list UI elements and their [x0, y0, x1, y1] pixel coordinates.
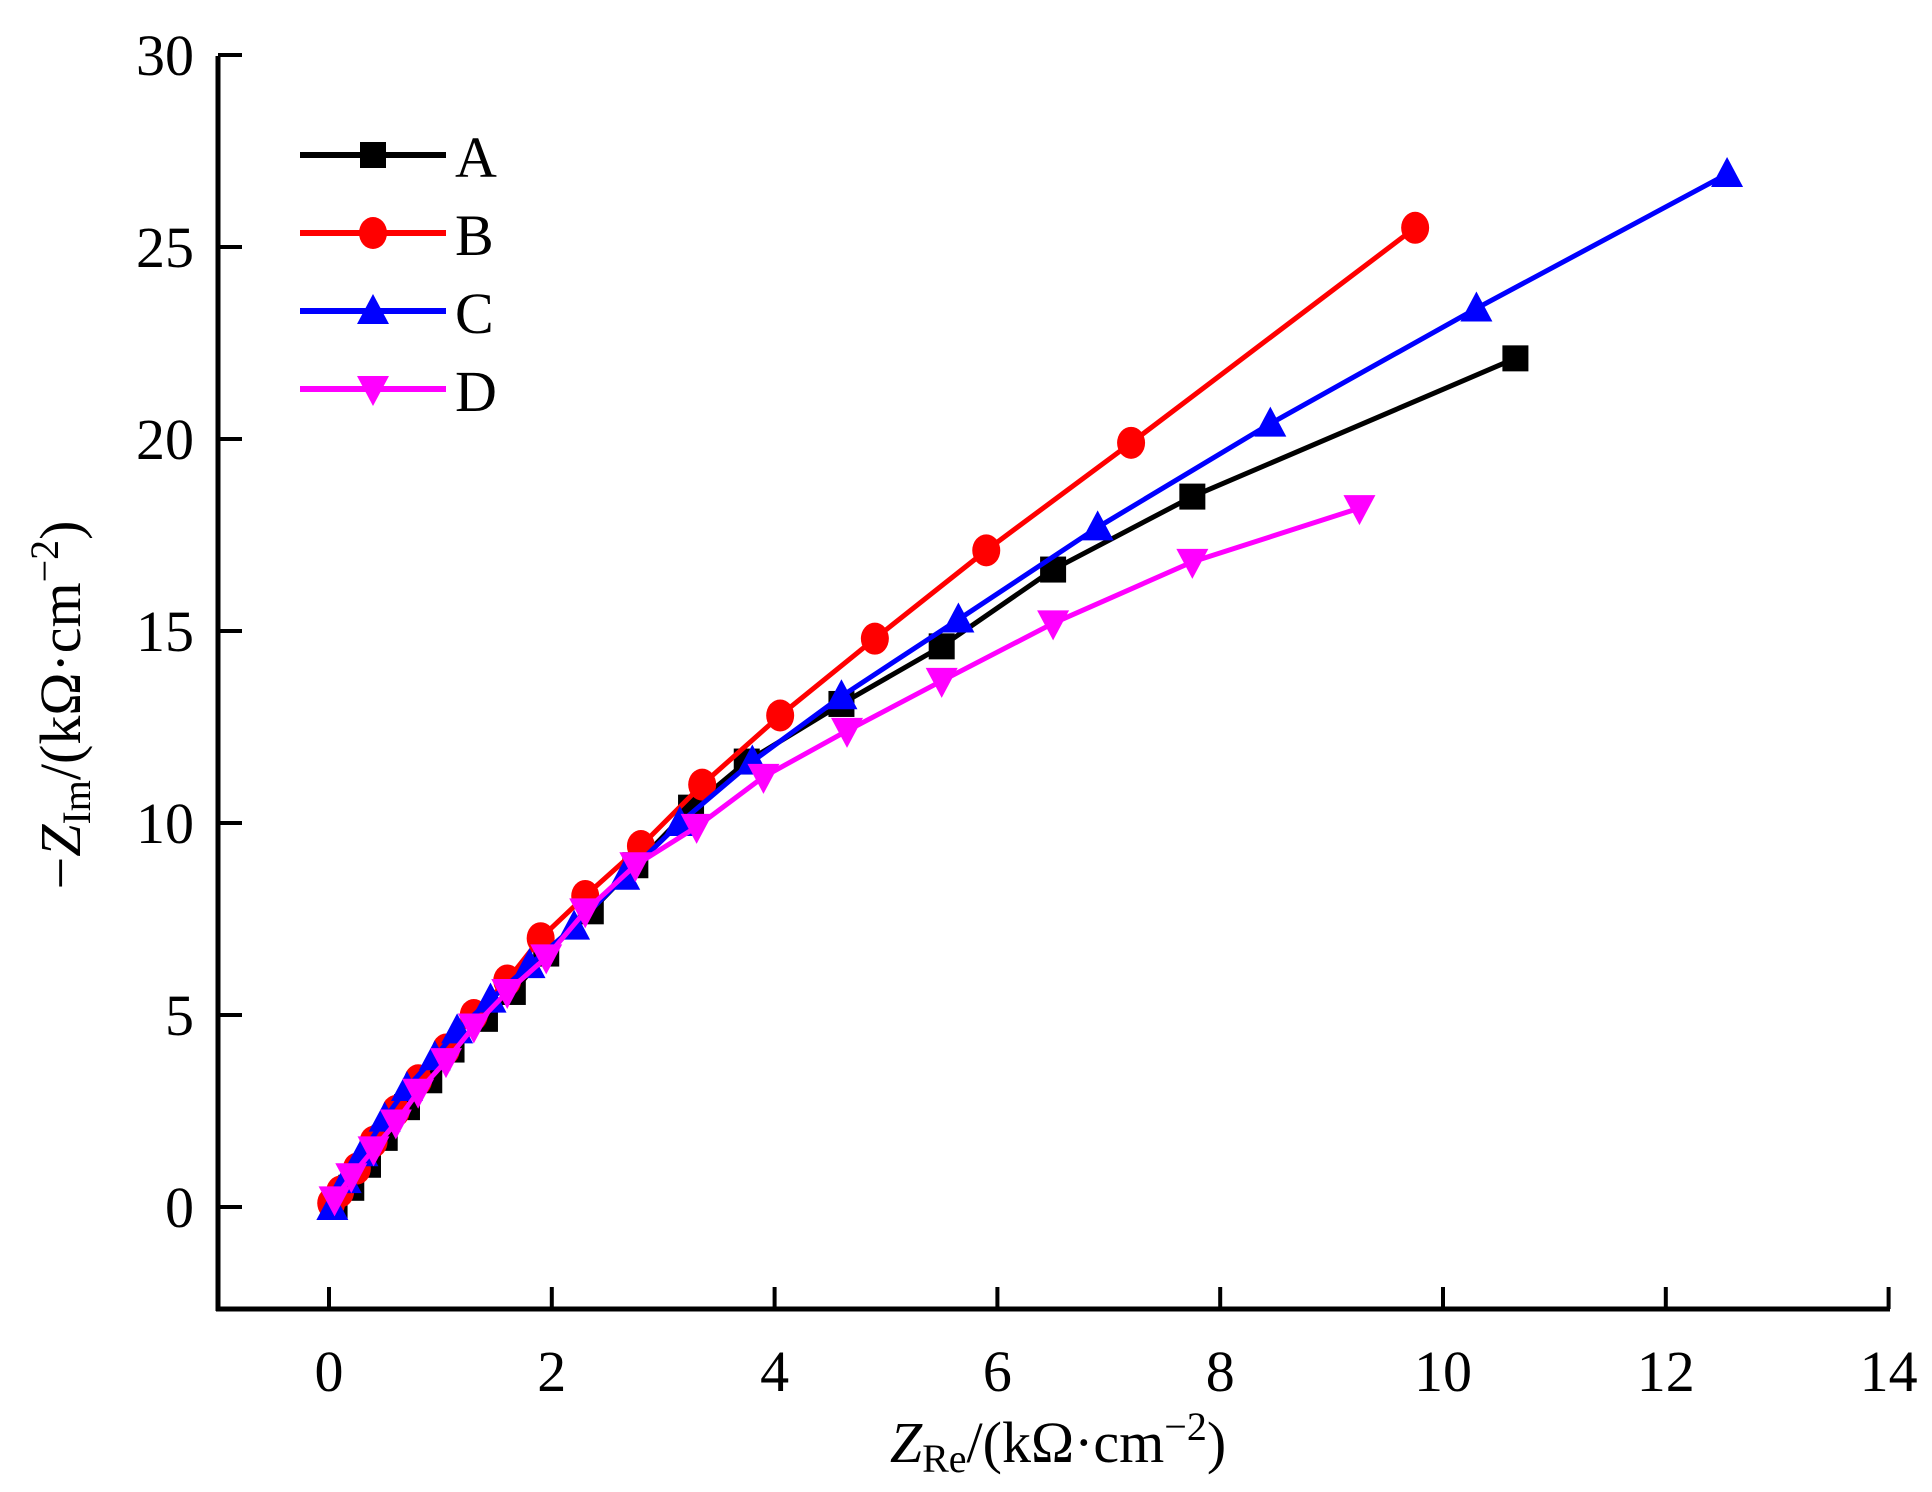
- legend-item-D: D: [300, 359, 497, 424]
- data-point-D: [831, 717, 864, 748]
- data-point-B: [766, 699, 795, 732]
- y-tick-label: 30: [136, 23, 194, 88]
- y-tick-label: 5: [165, 983, 194, 1048]
- data-point-D: [335, 1163, 368, 1194]
- data-point-C: [1711, 157, 1744, 188]
- series-line-D: [332, 505, 1361, 1201]
- x-title-close: ): [1207, 1410, 1226, 1475]
- legend-label: C: [455, 281, 494, 346]
- x-title-sup: −2: [1164, 1404, 1207, 1449]
- y-tick-label: 0: [165, 1175, 194, 1240]
- x-tick-label: 0: [315, 1339, 344, 1404]
- data-point-B: [860, 622, 889, 655]
- data-point-B: [1401, 211, 1430, 244]
- data-point-C: [1254, 406, 1287, 437]
- x-tick-label: 2: [537, 1339, 566, 1404]
- data-point-D: [530, 944, 563, 975]
- y-tick-label: 15: [136, 599, 194, 664]
- data-point-A: [1502, 345, 1529, 372]
- legend-marker: [359, 217, 387, 249]
- x-ticks: 0 2 4 6 8 10 12 14: [315, 1287, 1918, 1404]
- series-A: [321, 345, 1529, 1220]
- data-point-D: [680, 813, 713, 844]
- data-point-D: [457, 1013, 490, 1044]
- legend-marker: [357, 376, 389, 406]
- x-title-sub: Re: [922, 1436, 966, 1481]
- y-title-prefix: −: [28, 857, 93, 890]
- data-point-C: [942, 602, 975, 633]
- x-tick-label: 14: [1860, 1339, 1918, 1404]
- series-D: [318, 495, 1376, 1217]
- data-point-C: [825, 679, 858, 710]
- series-line-C: [330, 171, 1729, 1209]
- x-title-rest: /(kΩ·cm: [967, 1410, 1165, 1475]
- y-title-sup: −2: [22, 540, 67, 583]
- legend-item-B: B: [300, 203, 494, 268]
- data-point-D: [318, 1186, 351, 1217]
- y-ticks: 0 5 10 15 20 25 30: [136, 23, 242, 1240]
- legend-item-C: C: [300, 281, 494, 346]
- data-point-C: [1460, 291, 1493, 322]
- y-tick-label: 20: [136, 407, 194, 472]
- x-tick-label: 8: [1206, 1339, 1235, 1404]
- data-point-D: [619, 852, 652, 883]
- legend-label: A: [455, 125, 497, 190]
- y-title-rest: /(kΩ·cm: [28, 582, 93, 780]
- y-axis-title: −ZIm/(kΩ·cm−2): [22, 520, 99, 889]
- data-point-D: [402, 1078, 435, 1109]
- data-point-C: [1081, 510, 1114, 541]
- data-point-D: [1176, 548, 1209, 579]
- series-layer: [316, 157, 1744, 1220]
- x-tick-label: 12: [1637, 1339, 1695, 1404]
- series-line-A: [332, 356, 1517, 1209]
- axes: 0 2 4 6 8 10 12 14 0 5 10 15 20 25 30: [136, 23, 1918, 1404]
- x-tick-label: 6: [983, 1339, 1012, 1404]
- y-tick-label: 10: [136, 791, 194, 856]
- data-point-D: [925, 667, 958, 698]
- x-axis-title: ZRe/(kΩ·cm−2): [890, 1404, 1226, 1481]
- data-point-D: [569, 898, 602, 929]
- x-tick-label: 4: [760, 1339, 789, 1404]
- data-point-C: [663, 806, 696, 836]
- legend-marker: [357, 294, 389, 324]
- x-title-main: Z: [890, 1410, 923, 1475]
- y-title-close: ): [28, 520, 93, 539]
- series-C: [316, 157, 1744, 1220]
- legend-marker: [360, 142, 386, 168]
- legend-label: B: [455, 203, 494, 268]
- data-point-C: [474, 982, 507, 1013]
- x-tick-label: 10: [1414, 1339, 1472, 1404]
- y-tick-label: 25: [136, 215, 194, 280]
- legend-label: D: [455, 359, 497, 424]
- data-point-D: [747, 763, 780, 794]
- data-point-D: [429, 1048, 462, 1079]
- y-title-main: Z: [28, 824, 93, 857]
- legend-item-A: A: [300, 125, 497, 190]
- data-point-B: [1117, 426, 1146, 459]
- data-point-D: [491, 978, 524, 1009]
- y-title-sub: Im: [54, 780, 99, 824]
- data-point-B: [972, 534, 1001, 567]
- data-point-D: [1037, 610, 1070, 641]
- data-point-D: [357, 1136, 390, 1167]
- data-point-C: [513, 948, 546, 979]
- data-point-D: [1343, 495, 1376, 526]
- data-point-D: [379, 1109, 412, 1140]
- data-point-B: [688, 768, 717, 801]
- data-point-A: [1179, 483, 1206, 510]
